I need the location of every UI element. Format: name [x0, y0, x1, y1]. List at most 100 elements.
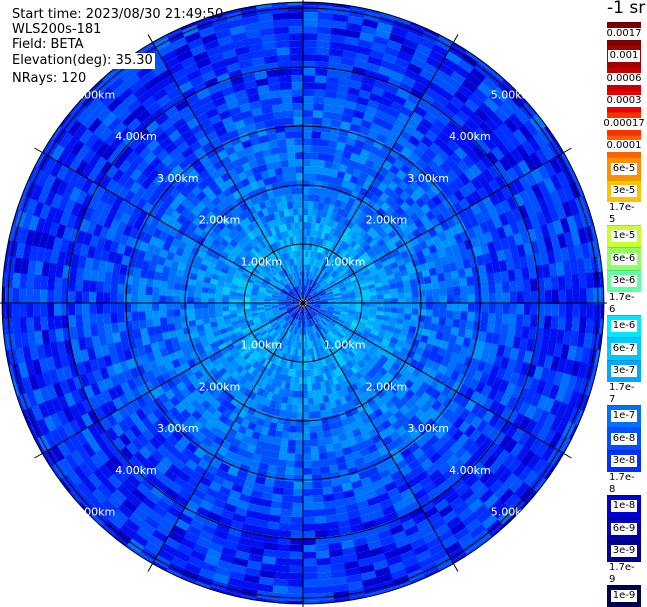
ppi-cell: [412, 244, 422, 254]
ppi-cell: [313, 282, 319, 290]
ppi-cell: [285, 284, 291, 291]
ppi-cell: [282, 313, 289, 319]
ppi-cell: [283, 330, 289, 338]
ppi-cell: [194, 285, 203, 293]
ppi-cell: [303, 54, 317, 62]
ppi-cell: [406, 93, 422, 106]
ppi-cell: [234, 243, 243, 252]
ppi-cell: [500, 406, 513, 422]
ppi-cell: [101, 145, 116, 161]
ppi-cell: [368, 546, 385, 558]
ppi-cell: [434, 241, 445, 252]
ppi-cell: [237, 265, 246, 273]
ppi-cell: [235, 302, 244, 307]
ppi-cell: [426, 511, 443, 526]
ppi-cell: [208, 287, 217, 294]
ppi-cell: [339, 286, 347, 292]
ppi-cell: [506, 234, 517, 249]
ppi-cell: [65, 376, 78, 393]
ppi-cell: [99, 366, 110, 380]
ppi-cell: [333, 237, 341, 246]
ppi-cell: [69, 155, 83, 172]
ppi-cell: [292, 362, 297, 370]
ppi-cell: [360, 357, 369, 366]
ppi-cell: [281, 321, 288, 328]
ppi-cell: [248, 391, 257, 401]
ppi-cell: [306, 327, 310, 335]
ppi-cell: [145, 490, 161, 505]
ppi-cell: [279, 319, 286, 326]
ppi-cell: [163, 123, 178, 137]
ppi-cell: [265, 311, 273, 316]
ppi-cell: [47, 275, 56, 290]
ppi-cell: [313, 300, 321, 302]
ppi-cell: [324, 334, 330, 342]
ppi-cell: [236, 499, 250, 510]
ppi-cell: [178, 80, 194, 94]
ppi-cell: [92, 368, 104, 383]
ppi-cell: [245, 123, 258, 133]
ppi-cell: [109, 302, 118, 314]
ppi-cell: [286, 259, 292, 267]
ppi-cell: [243, 311, 252, 316]
ppi-cell: [392, 371, 403, 381]
ppi-cell: [368, 251, 377, 260]
ppi-cell: [129, 424, 143, 438]
ppi-cell: [321, 118, 333, 127]
ppi-cell: [220, 509, 235, 520]
ppi-cell: [441, 510, 458, 525]
ppi-cell: [179, 340, 189, 350]
ppi-cell: [383, 334, 392, 342]
ppi-cell: [117, 418, 130, 433]
ppi-cell: [288, 558, 303, 567]
ppi-cell: [310, 310, 317, 316]
ppi-cell: [235, 232, 245, 241]
ppi-cell: [439, 295, 448, 304]
ppi-cell: [528, 326, 537, 341]
ppi-cell: [124, 283, 132, 294]
ppi-cell: [293, 117, 304, 125]
ppi-cell: [509, 303, 518, 316]
ppi-cell: [359, 149, 371, 159]
ppi-cell: [19, 272, 28, 289]
ppi-cell: [269, 197, 277, 206]
ppi-cell: [154, 461, 169, 475]
ppi-cell: [326, 76, 340, 85]
ppi-cell: [313, 305, 321, 308]
ppi-cell: [261, 331, 269, 339]
ppi-cell: [349, 260, 358, 268]
ppi-cell: [287, 229, 293, 238]
ppi-cell: [349, 123, 362, 133]
ppi-cell: [215, 288, 223, 295]
ppi-cell: [276, 47, 291, 56]
ppi-cell: [299, 228, 304, 237]
ppi-cell: [306, 305, 312, 310]
ppi-cell: [222, 225, 232, 235]
ppi-cell: [524, 201, 536, 218]
ppi-cell: [217, 354, 227, 363]
ppi-cell: [303, 243, 307, 251]
ppi-cell: [98, 333, 108, 346]
ppi-cell: [321, 327, 328, 335]
ppi-cell: [52, 381, 64, 398]
ppi-cell: [221, 85, 236, 97]
ppi-cell: [373, 259, 382, 267]
ppi-cell: [246, 502, 260, 513]
ppi-cell: [116, 242, 127, 255]
ppi-cell: [50, 192, 64, 209]
ppi-cell: [269, 338, 276, 346]
ppi-cell: [344, 430, 355, 441]
ppi-cell: [166, 250, 176, 261]
ppi-cell: [295, 229, 300, 237]
ppi-cell: [81, 302, 90, 315]
ppi-cell: [221, 370, 231, 381]
ppi-cell: [288, 25, 305, 34]
ppi-cell: [102, 302, 111, 314]
ppi-cell: [330, 435, 341, 444]
ppi-cell: [381, 542, 398, 554]
ppi-cell: [332, 312, 341, 318]
ppi-cell: [289, 236, 294, 245]
ppi-cell: [201, 297, 209, 303]
ppi-cell: [309, 272, 313, 280]
ppi-cell: [117, 405, 130, 420]
